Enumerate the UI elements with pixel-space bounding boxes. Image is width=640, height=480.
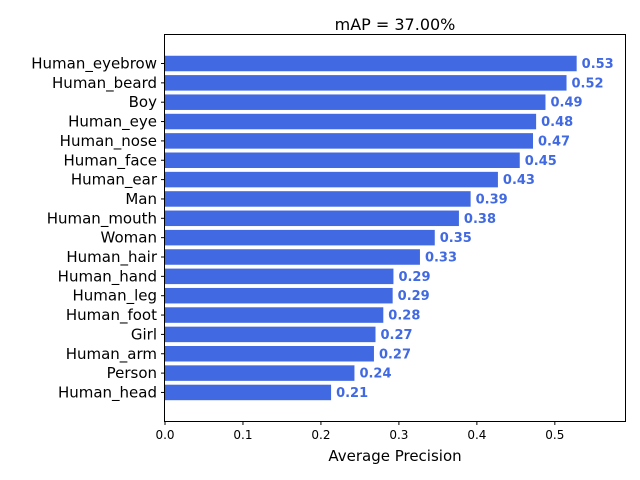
bar [165,113,537,130]
bar [165,326,376,343]
plot-area: Human_eyebrow 0.53 Human_beard 0.52 Boy 0.49 H… [31,55,613,443]
data-label: 0.39 [476,192,508,207]
x-tick-label: 0.5 [545,428,564,442]
y-tick-label: Human_leg [72,287,157,306]
data-label: 0.52 [572,76,604,91]
y-tick-label: Human_hair [66,248,157,267]
y-tick-label: Girl [131,325,157,343]
axes-frame [164,34,626,422]
bar [165,268,394,285]
bar [165,229,435,246]
y-tick-label: Human_eye [68,113,157,132]
bar [165,346,374,362]
bar [165,152,520,168]
y-tick-label: Human_head [58,383,157,402]
data-label: 0.27 [379,347,411,362]
data-label: 0.21 [336,386,368,401]
data-label: 0.28 [388,309,420,324]
data-label: 0.53 [582,57,614,72]
y-tick-label: Human_hand [58,267,157,286]
y-tick-label: Person [107,364,157,382]
y-tick-label: Man [125,190,157,208]
y-tick-label: Human_nose [60,132,157,151]
y-tick-label: Human_beard [52,74,157,93]
bar [165,287,393,304]
bar [165,210,459,227]
x-tick-label: 0.2 [311,428,330,442]
y-tick-label: Human_ear [71,171,158,190]
y-tick-label: Human_foot [66,306,157,325]
y-tick-label: Woman [101,229,157,247]
bar [165,365,355,381]
data-label: 0.47 [538,134,570,149]
x-tick-label: 0.1 [233,428,252,442]
data-label: 0.48 [541,115,573,130]
data-label: 0.29 [398,289,430,304]
data-label: 0.33 [425,251,457,266]
bar [165,249,420,265]
x-axis-label: Average Precision [328,447,461,465]
data-label: 0.29 [398,270,430,285]
y-tick-label: Human_eyebrow [31,55,157,74]
x-tick-label: 0.0 [155,428,174,442]
data-label: 0.49 [550,96,582,111]
y-tick-label: Boy [129,93,157,111]
bar [165,55,577,72]
x-tick-label: 0.4 [467,428,486,442]
bar [165,384,332,401]
bar [165,191,471,207]
bar [165,75,567,91]
chart-title: mAP = 37.00% [335,15,456,34]
data-label: 0.24 [359,367,391,382]
bar [165,133,533,149]
data-label: 0.43 [503,173,535,188]
data-label: 0.45 [525,154,557,169]
y-tick-label: Human_mouth [47,209,157,228]
y-tick-label: Human_face [63,151,157,170]
data-label: 0.27 [381,328,413,343]
data-label: 0.35 [440,231,472,246]
y-tick-label: Human_arm [66,345,157,364]
data-label: 0.38 [464,212,496,227]
bar [165,171,498,188]
bar [165,307,384,323]
bar [165,94,546,110]
x-tick-label: 0.3 [389,428,408,442]
